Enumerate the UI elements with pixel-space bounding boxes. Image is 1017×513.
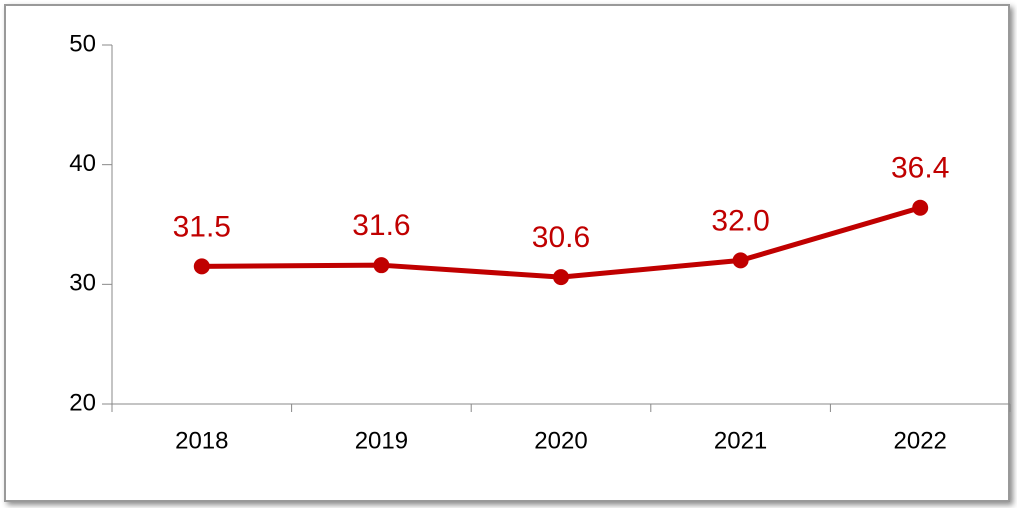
value-label: 36.4 xyxy=(891,152,949,185)
value-label: 31.6 xyxy=(352,209,410,242)
x-tick-label: 2020 xyxy=(534,427,587,454)
value-label: 32.0 xyxy=(711,204,769,237)
point xyxy=(193,258,210,275)
y-tick-label: 20 xyxy=(69,389,96,416)
value-label: 31.5 xyxy=(173,210,231,243)
value-label: 30.6 xyxy=(532,221,590,254)
point xyxy=(553,269,569,286)
x-tick-label: 2021 xyxy=(714,427,767,454)
point xyxy=(373,257,390,274)
chart-frame xyxy=(4,4,1010,502)
point xyxy=(732,252,749,269)
x-tick-label: 2022 xyxy=(894,427,947,454)
y-tick-label: 30 xyxy=(69,270,96,297)
x-tick-label: 2018 xyxy=(175,427,228,454)
y-tick-label: 40 xyxy=(69,150,96,177)
x-tick-label: 2019 xyxy=(355,427,408,454)
point xyxy=(912,199,929,216)
y-tick-label: 50 xyxy=(69,30,96,57)
